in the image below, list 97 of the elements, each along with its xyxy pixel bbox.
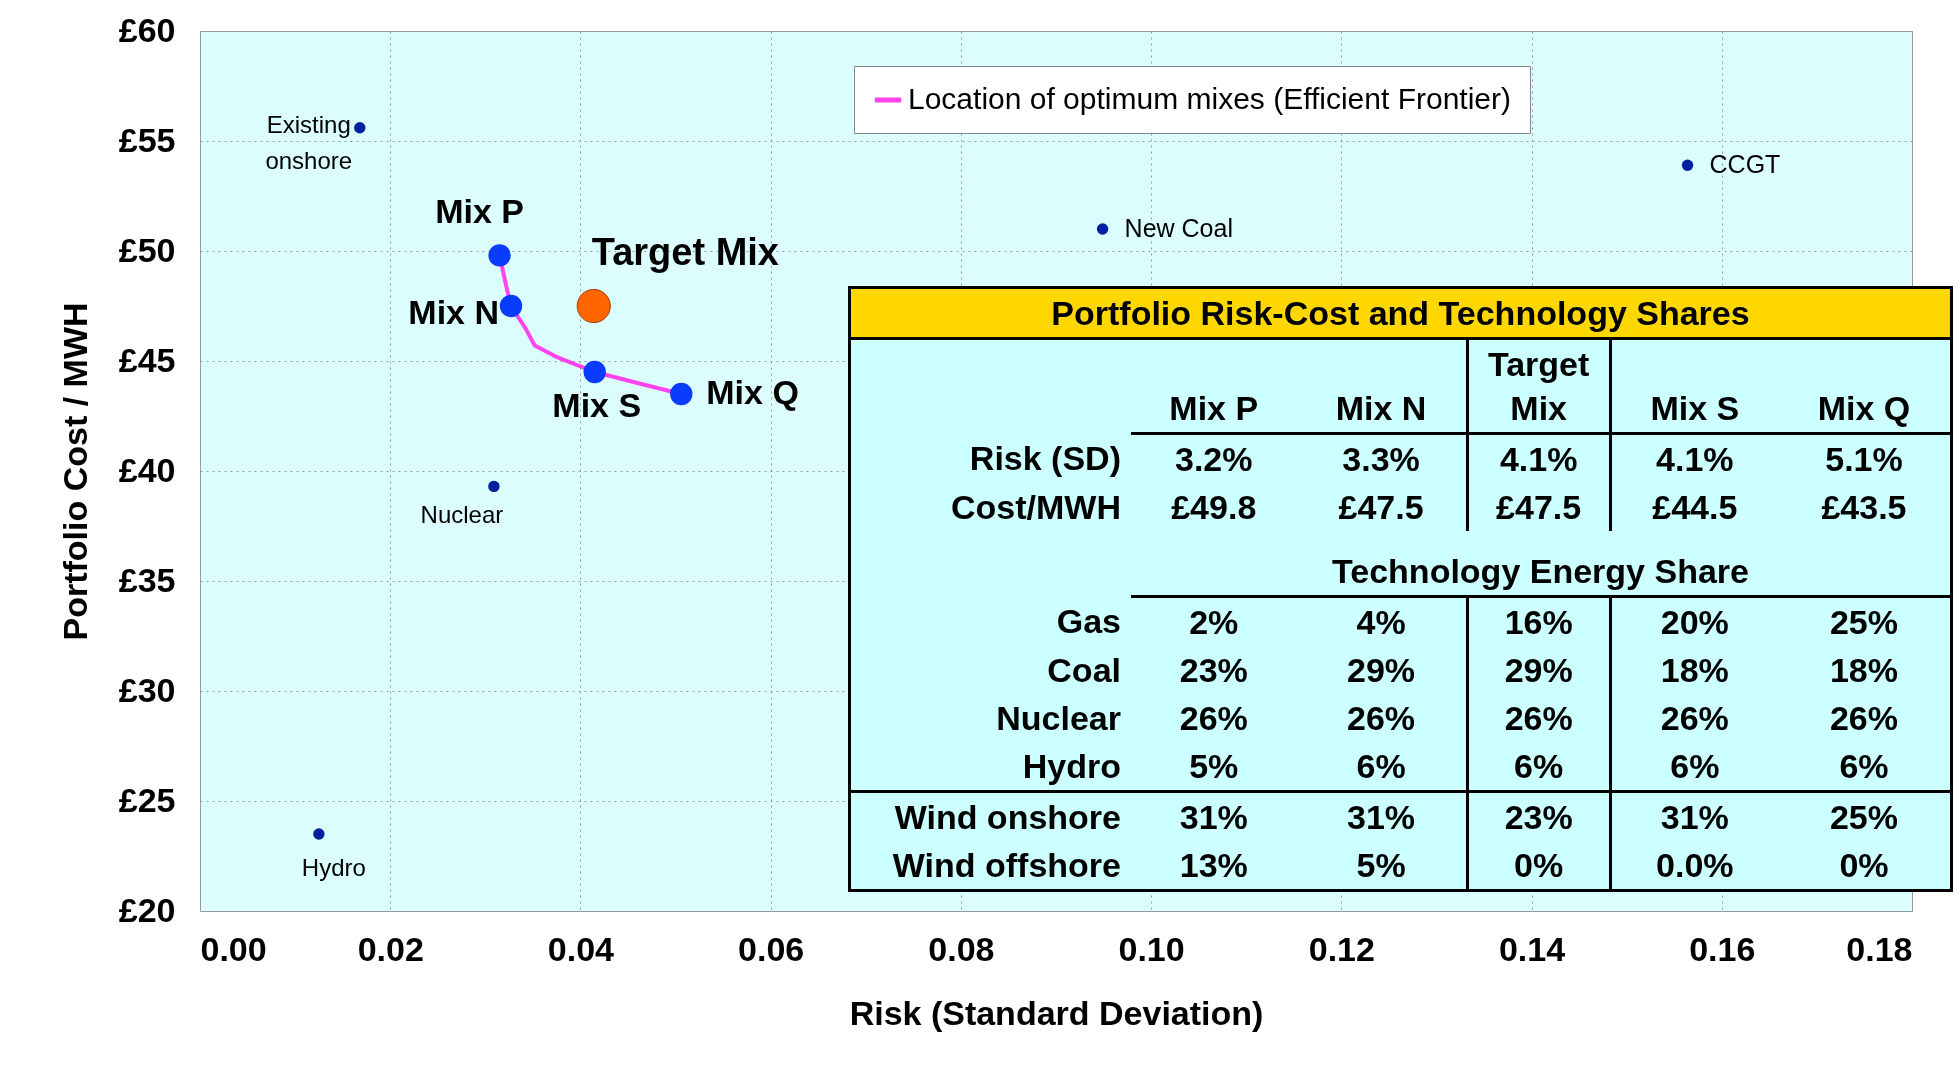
- point: [313, 828, 325, 840]
- text: 0%: [1514, 846, 1564, 884]
- annotation: Mix N: [408, 293, 500, 331]
- legend-label: Location of optimum mixes (Efficient Frontier): [908, 82, 1512, 115]
- y-tick-label: £45: [118, 340, 176, 379]
- category-label: Mix P: [1131, 338, 1297, 434]
- text: 16%: [1504, 603, 1573, 641]
- annotation: CCGT: [1709, 150, 1781, 179]
- y-tick-label: £20: [118, 890, 176, 929]
- y-tick-label: £40: [118, 450, 176, 489]
- text: 3.2%: [1175, 440, 1253, 478]
- annotation: Mix S: [552, 386, 642, 424]
- annotation: Hydro: [301, 854, 366, 881]
- point: [488, 480, 500, 493]
- x-tick-label: 0.10: [1118, 929, 1185, 968]
- text: 6%: [1670, 747, 1720, 785]
- text: 5.1%: [1825, 440, 1903, 478]
- text: 2%: [1189, 603, 1239, 641]
- x-axis-title: Risk (Standard Deviation): [849, 993, 1264, 1032]
- text: 31%: [1179, 798, 1248, 836]
- category-label: Risk (SD): [969, 439, 1121, 478]
- point: [1681, 159, 1694, 171]
- x-tick-label: 0.02: [357, 929, 424, 968]
- text: £49.8: [1171, 488, 1257, 526]
- text: 0%: [1839, 846, 1889, 884]
- y-tick-label: £25: [118, 780, 176, 819]
- text: 26%: [1179, 699, 1248, 737]
- x-tick-label: 0.06: [738, 929, 805, 968]
- text: £47.5: [1338, 488, 1424, 526]
- x-tick-label: 0.00: [200, 929, 267, 968]
- category-label: Hydro: [1022, 747, 1121, 785]
- text: 31%: [1660, 798, 1729, 836]
- point: [1096, 223, 1109, 235]
- annotation: Mix Q: [706, 373, 799, 411]
- category-label: Target Mix: [1467, 338, 1611, 434]
- text: 0.0%: [1656, 846, 1734, 884]
- text: 26%: [1660, 699, 1729, 737]
- text: 25%: [1829, 798, 1898, 836]
- y-axis-title: Portfolio Cost / MWH: [55, 302, 94, 641]
- text: Portfolio Risk-Cost and Technology Shares: [849, 287, 1952, 339]
- y-tick-label: £30: [118, 670, 176, 709]
- text: 25%: [1829, 603, 1898, 641]
- text: 5%: [1356, 846, 1406, 884]
- text: 31%: [1347, 798, 1416, 836]
- category-label: Gas: [1056, 602, 1121, 641]
- x-tick-label: 0.08: [928, 929, 995, 968]
- x-tick-label: 0.14: [1498, 929, 1566, 968]
- text: 5%: [1189, 747, 1239, 785]
- annotation: New Coal: [1124, 214, 1233, 242]
- category-label: Coal: [1047, 651, 1121, 689]
- text: 3.3%: [1342, 440, 1420, 478]
- point: [576, 288, 611, 324]
- text: 6%: [1514, 747, 1564, 785]
- y-tick-label: £55: [118, 120, 176, 159]
- x-tick-label: 0.18: [1846, 929, 1913, 968]
- text: 26%: [1504, 699, 1573, 737]
- text: 6%: [1356, 747, 1406, 785]
- point: [488, 244, 511, 267]
- x-tick-label: 0.04: [547, 929, 615, 968]
- x-tick-label: 0.16: [1689, 929, 1756, 968]
- text: 4.1%: [1499, 440, 1578, 478]
- category-label: Cost/MWH: [951, 488, 1121, 526]
- text: £47.5: [1496, 488, 1582, 526]
- y-tick-label: £60: [118, 10, 176, 49]
- category-label: Mix N: [1296, 338, 1468, 434]
- category-label: Mix S: [1610, 338, 1778, 434]
- point: [354, 122, 366, 134]
- annotation: Nuclear: [420, 501, 504, 529]
- text: 18%: [1660, 651, 1729, 689]
- text: 26%: [1829, 699, 1898, 737]
- text: 4.1%: [1656, 440, 1734, 478]
- text: 23%: [1179, 651, 1248, 689]
- y-tick-label: £50: [118, 230, 176, 269]
- category-label: Nuclear: [996, 699, 1121, 737]
- annotation: Target Mix: [591, 231, 779, 273]
- category-label: Wind onshore: [894, 798, 1121, 836]
- point: [499, 294, 523, 318]
- annotation: Mix P: [435, 192, 525, 231]
- text: 29%: [1504, 651, 1573, 689]
- text: 23%: [1504, 798, 1573, 836]
- category-label: Mix Q: [1777, 338, 1952, 434]
- text: £43.5: [1821, 488, 1907, 526]
- text: 29%: [1347, 651, 1416, 689]
- x-tick-label: 0.12: [1308, 929, 1375, 968]
- text: 26%: [1347, 699, 1416, 737]
- annotation: Technology Energy Share: [1131, 531, 1952, 597]
- text: 13%: [1179, 846, 1248, 884]
- y-tick-label: £35: [118, 560, 176, 599]
- text: 4%: [1356, 603, 1406, 641]
- text: £44.5: [1652, 488, 1738, 526]
- category-label: Wind offshore: [892, 846, 1121, 884]
- text: 6%: [1839, 747, 1889, 785]
- text: 18%: [1829, 651, 1898, 689]
- annotation: Existing onshore: [265, 110, 353, 174]
- text: 20%: [1660, 603, 1729, 641]
- point: [583, 360, 606, 384]
- point: [670, 382, 693, 406]
